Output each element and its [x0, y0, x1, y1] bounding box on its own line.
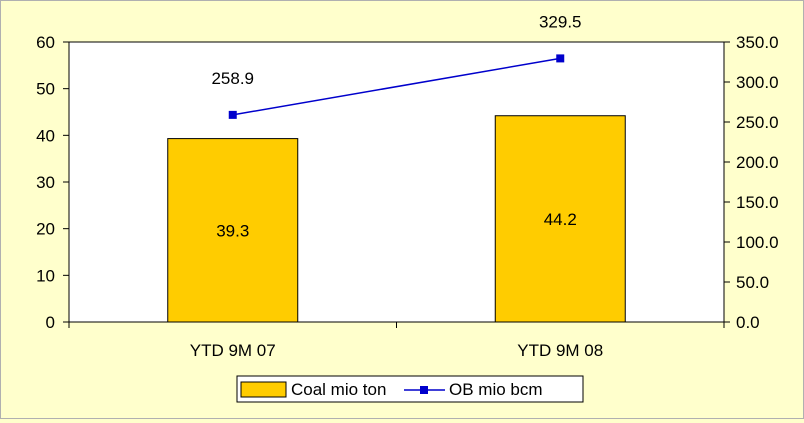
ob-point-2 — [556, 54, 565, 63]
right-tick-label-4: 200.0 — [736, 153, 779, 172]
left-tick-label-0: 0 — [46, 313, 55, 332]
right-tick-label-5: 250.0 — [736, 113, 779, 132]
left-tick-label-1: 10 — [36, 266, 55, 285]
right-tick-label-6: 300.0 — [736, 73, 779, 92]
left-tick-label-5: 50 — [36, 80, 55, 99]
right-tick-label-2: 100.0 — [736, 233, 779, 252]
legend-label-coal: Coal mio ton — [291, 380, 386, 399]
legend-marker-ob — [420, 386, 428, 394]
left-tick-label-2: 20 — [36, 220, 55, 239]
left-tick-label-4: 40 — [36, 126, 55, 145]
ob-data-label-2: 329.5 — [539, 12, 582, 31]
legend-box — [236, 375, 584, 403]
ob-line — [232, 57, 561, 116]
right-tick-label-3: 150.0 — [736, 193, 779, 212]
left-tick-label-6: 60 — [36, 33, 55, 52]
ob-point-1 — [228, 110, 237, 119]
bar-data-label-1: 39.3 — [216, 221, 249, 240]
right-tick-label-0: 0.0 — [736, 313, 760, 332]
right-tick-label-1: 50.0 — [736, 273, 769, 292]
bar-1 — [167, 138, 299, 323]
left-tick-label-3: 30 — [36, 173, 55, 192]
legend-label-ob: OB mio bcm — [449, 380, 543, 399]
right-tick-label-7: 350.0 — [736, 33, 779, 52]
x-category-label-1: YTD 9M 07 — [190, 341, 276, 360]
ob-data-label-1: 258.9 — [211, 69, 254, 88]
x-category-label-2: YTD 9M 08 — [517, 341, 603, 360]
bar-data-label-2: 44.2 — [544, 210, 577, 229]
legend-swatch-coal — [240, 381, 287, 398]
bar-2 — [494, 115, 626, 323]
